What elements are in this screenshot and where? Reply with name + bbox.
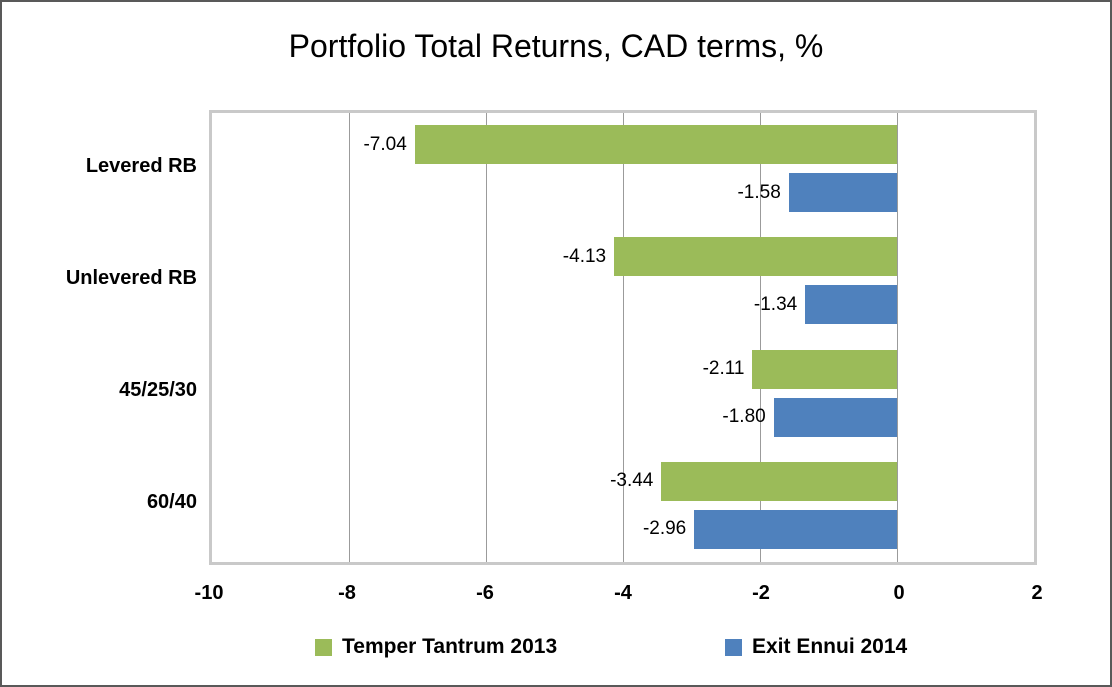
- bar: [694, 509, 897, 549]
- legend-item: Temper Tantrum 2013: [315, 631, 557, 663]
- gridline: [485, 113, 487, 562]
- x-tick-label: -2: [752, 582, 770, 604]
- bar: [614, 237, 897, 277]
- category-label: Unlevered RB: [65, 266, 197, 289]
- chart-title: Portfolio Total Returns, CAD terms, %: [288, 28, 824, 64]
- bar-value-label: -4.13: [562, 245, 607, 267]
- gridline: [759, 113, 761, 562]
- bar-value-label: -3.44: [610, 470, 654, 492]
- legend-item: Exit Ennui 2014: [725, 631, 907, 663]
- x-tick-label: -10: [194, 582, 224, 604]
- bar: [805, 285, 897, 325]
- bar-value-label: -2.96: [642, 518, 687, 540]
- bar-value-label: -2.11: [702, 358, 745, 379]
- bar: [661, 461, 897, 501]
- legend-swatch: [725, 638, 742, 656]
- category-axis-labels: Levered RB Unlevered RB 45/25/30 60/40: [2, 110, 197, 565]
- bar-value-label: -7.04: [363, 133, 407, 155]
- bar: [788, 173, 897, 212]
- legend-swatch: [315, 638, 332, 656]
- category-label: 60/40: [146, 491, 197, 514]
- legend: Temper Tantrum 2013 Exit Ennui 2014: [2, 631, 1110, 663]
- category-label: Levered RB: [85, 154, 197, 177]
- gridline: [897, 113, 898, 562]
- gridline: [348, 113, 350, 562]
- bar-value-label: -1.34: [753, 293, 798, 315]
- x-tick-label: 0: [893, 582, 905, 604]
- bar: [773, 397, 897, 437]
- bar: [752, 349, 897, 389]
- x-tick-label: -8: [338, 582, 356, 604]
- x-tick-label: -4: [614, 582, 632, 604]
- x-tick-label: 2: [1031, 582, 1043, 604]
- legend-label: Exit Ennui 2014: [752, 635, 908, 658]
- legend-label: Temper Tantrum 2013: [342, 635, 558, 658]
- bar: [414, 125, 897, 164]
- plot-area: -7.04 -1.58 -4.13 -1.34 -2.11 -1.80 -3.44 -2.96: [209, 110, 1037, 565]
- x-tick-label: -6: [476, 582, 494, 604]
- gridline: [623, 113, 624, 562]
- bar-value-label: -1.58: [737, 181, 781, 203]
- bar-value-label: -1.80: [722, 406, 766, 427]
- category-label: 45/25/30: [119, 379, 197, 402]
- x-axis-tick-labels: -10 -8 -6 -4 -2 0 2: [195, 582, 1043, 610]
